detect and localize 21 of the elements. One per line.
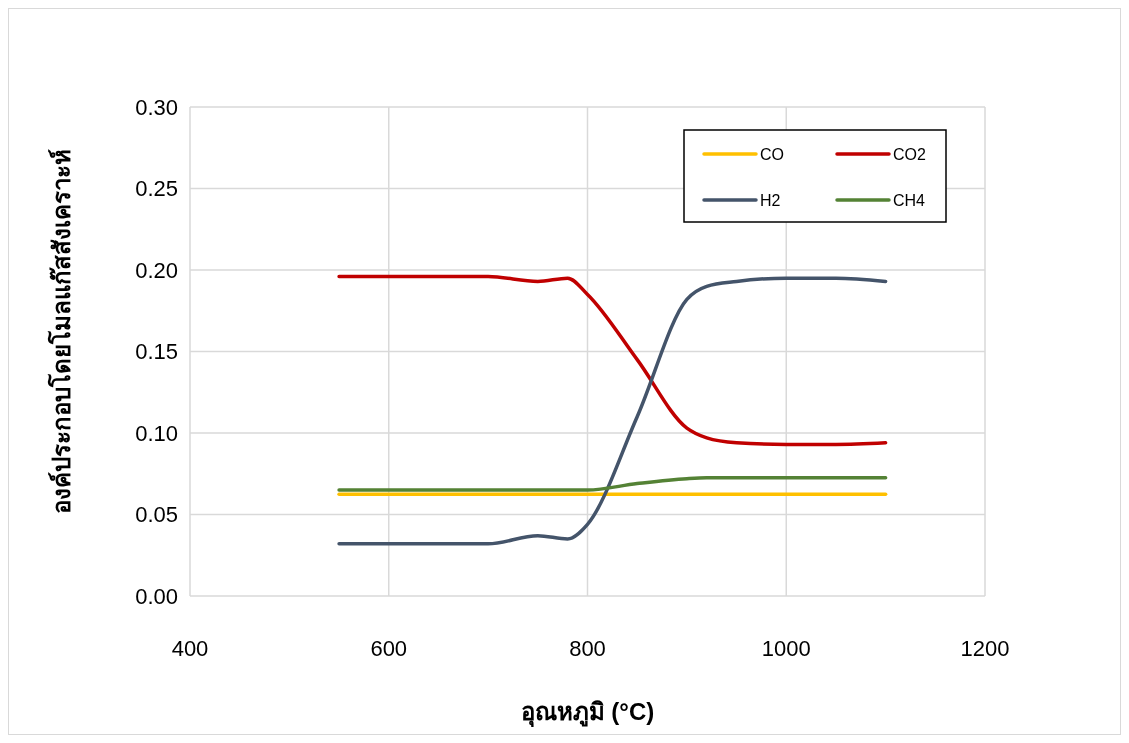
y-tick-label: 0.20 [135, 257, 178, 283]
legend-label: CO2 [893, 145, 926, 163]
y-axis-title: องค์ประกอบโดยโมลแก๊สสังเคราะห์ [47, 149, 75, 514]
line-series [337, 274, 888, 447]
y-tick-label: 0.30 [135, 94, 178, 120]
x-tick-label: 1000 [761, 636, 811, 661]
x-tick-label: 800 [569, 636, 606, 661]
legend-label: CO [760, 145, 784, 163]
x-tick-label: 400 [171, 636, 209, 661]
y-tick-label: 0.25 [135, 176, 178, 202]
y-tick-label: 0.15 [135, 339, 178, 365]
legend-label: CH4 [893, 191, 926, 209]
x-tick-label: 1200 [960, 636, 1010, 661]
x-tick-label: 600 [370, 636, 408, 661]
line-series [337, 276, 888, 546]
line-series [337, 476, 888, 492]
x-axis-title: อุณหภูมิ (°C) [520, 698, 655, 728]
y-tick-label: 0.10 [135, 420, 178, 446]
legend-label: H2 [760, 191, 781, 209]
y-tick-label: 0.00 [135, 583, 178, 609]
y-tick-label: 0.05 [135, 502, 178, 528]
